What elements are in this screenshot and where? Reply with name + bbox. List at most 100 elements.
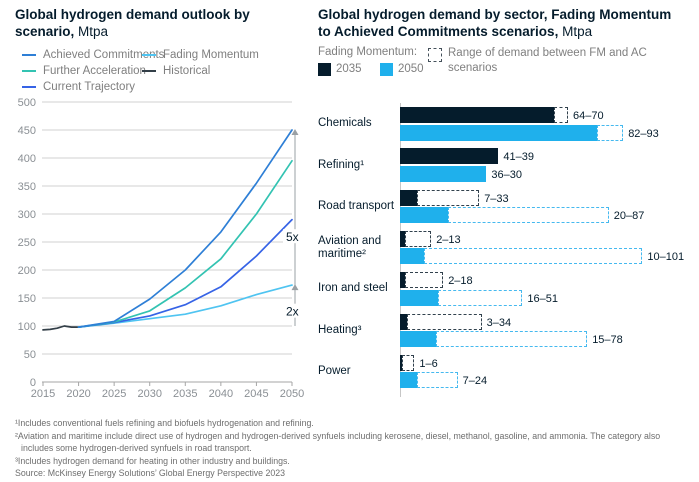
right-chart-title-unit: Mtpa: [558, 24, 593, 39]
bar-2035-fm: [400, 189, 417, 206]
y-axis-label-50: 50: [24, 349, 36, 361]
range-box-2050: [438, 289, 523, 306]
legend-line-swatch: [22, 86, 36, 88]
bar-value-2050: 7–24: [462, 375, 488, 388]
bar-2050-fm: [400, 331, 436, 347]
bar-value-2035: 3–34: [486, 316, 512, 329]
range-box-2035: [407, 313, 482, 330]
y-axis-label-450: 450: [18, 125, 36, 137]
right-chart-title: Global hydrogen demand by sector, Fading…: [318, 6, 680, 40]
y-axis-label-500: 500: [18, 97, 36, 109]
legend-line-swatch: [22, 54, 36, 56]
left-chart-title-bold: Global hydrogen demand outlook by scenar…: [15, 7, 250, 39]
bar-2050-fm: [400, 372, 417, 389]
bar-2035-fm: [400, 230, 405, 247]
footnote-3: ³Includes hydrogen demand for heating in…: [15, 455, 290, 466]
sector-label-power: Power: [318, 365, 351, 378]
y-axis-label-250: 250: [18, 237, 36, 249]
sector-label-refining-: Refining¹: [318, 158, 365, 171]
footnote-2: ²Aviation and maritime include direct us…: [15, 430, 661, 454]
x-axis-label-2050: 2050: [280, 388, 304, 400]
sector-label-aviation-and-maritime-: Aviation and maritime²: [318, 234, 382, 260]
bar-2050-fm: [400, 248, 424, 265]
left-chart-title-unit: Mtpa: [74, 24, 109, 39]
bar-2050-fm: [400, 124, 597, 141]
range-box-2035: [404, 230, 432, 247]
bar-value-2050: 16–51: [527, 292, 558, 305]
bar-value-2050: 10–101: [647, 251, 685, 264]
x-axis-label-2035: 2035: [173, 388, 197, 400]
range-box-2035: [553, 107, 568, 123]
legend-item-further-acceleration: Further Acceleration: [22, 63, 146, 79]
series-line-historical: [42, 325, 80, 331]
bar-2050-fm: [400, 289, 439, 306]
range-box-2035: [416, 189, 480, 206]
footnote-1: ¹Includes conventional fuels refining an…: [15, 418, 314, 428]
bar-value-2035: 7–33: [484, 192, 509, 205]
bar-2050-fm: [400, 165, 487, 182]
annotation-bg-2x: [283, 303, 307, 318]
bar-value-2050: 15–78: [592, 334, 623, 346]
legend-item-achieved-commitments: Achieved Commitments: [22, 47, 164, 63]
range-caption: Range of demand between FM and AC scenar…: [448, 47, 647, 74]
y-axis-label-150: 150: [18, 293, 36, 305]
x-axis-label-2025: 2025: [102, 388, 126, 400]
x-axis-label-2015: 2015: [31, 388, 55, 400]
bar-value-2050: 20–87: [613, 210, 645, 223]
bar-2035-fm: [400, 148, 499, 165]
sector-label-chemicals: Chemicals: [318, 117, 372, 130]
x-axis-label-2030: 2030: [137, 388, 161, 400]
bar-2035-fm: [400, 107, 554, 123]
scenario-line-chart: 0 50 100 150 200 250 300 350 400 450 500 2015 2020 20…: [18, 97, 307, 400]
bar-value-2050: 36–30: [491, 168, 522, 181]
legend-item-label: Further Acceleration: [43, 65, 146, 77]
bar-2050-fm: [400, 207, 448, 224]
bar-value-2050: 82–93: [628, 127, 659, 140]
x-axis-label-2020: 2020: [66, 388, 90, 400]
range-box-2035: [402, 354, 415, 371]
legend-item-label: Current Trajectory: [43, 81, 136, 93]
left-chart-title: Global hydrogen demand outlook by scenar…: [15, 6, 277, 40]
sector-label-heating-: Heating³: [318, 323, 362, 336]
legend-line-swatch: [142, 54, 156, 56]
bar-2035-fm: [400, 272, 405, 289]
legend-item-current-trajectory: Current Trajectory: [22, 79, 135, 95]
range-box-2050: [424, 248, 643, 265]
source-line: Source: McKinsey Energy Solutions’ Globa…: [15, 468, 286, 479]
bar-value-2035: 41–39: [503, 151, 534, 164]
y-axis-label-350: 350: [18, 181, 36, 193]
legend-item-label: Fading Momentum: [163, 49, 259, 61]
legend-swatch-2050: [380, 63, 393, 76]
legend-swatch-2035: [318, 63, 331, 76]
legend-item-label: Historical: [163, 65, 211, 77]
sector-bar-chart: Chemicals 64–70 82–93 Refining¹ 41–39 36–30 Ro…: [318, 0, 699, 410]
sector-label-road-transport: Road transport: [318, 199, 395, 212]
y-axis-label-0: 0: [30, 377, 36, 389]
growth-arrowhead-5x: [291, 129, 299, 135]
bar-value-2035: 1–6: [419, 357, 438, 370]
legend-item-fading-momentum: Fading Momentum: [142, 47, 259, 63]
right-chart-title-bold: Global hydrogen demand by sector, Fading…: [318, 7, 672, 39]
legend-item-label: Achieved Commitments: [43, 49, 165, 61]
bar-value-2035: 2–18: [448, 275, 473, 288]
x-axis-label-2045: 2045: [244, 388, 268, 400]
x-axis-label-2040: 2040: [209, 388, 233, 400]
legend-line-swatch: [142, 70, 156, 72]
growth-annotation-2x: 2x: [286, 305, 299, 319]
bar-2035-fm: [400, 354, 403, 371]
range-box-2050: [448, 207, 609, 224]
bar-2035-fm: [400, 313, 408, 330]
y-axis-label-100: 100: [18, 321, 36, 333]
annotation-bg-5x: [283, 229, 307, 244]
legend-label-2050: 2050: [398, 63, 424, 75]
growth-arrowhead-2x: [291, 284, 299, 291]
sector-legend: Fading Momentum: 2035 2050 Range of dema…: [318, 45, 688, 93]
series-line-achieved-commitments: [77, 129, 293, 328]
range-box-2050: [416, 372, 458, 389]
growth-annotation-5x: 5x: [286, 230, 299, 244]
range-box-2035: [404, 272, 444, 289]
series-line-fading-momentum: [77, 284, 293, 328]
legend-label-2035: 2035: [336, 63, 362, 75]
legend-item-historical: Historical: [142, 63, 210, 79]
